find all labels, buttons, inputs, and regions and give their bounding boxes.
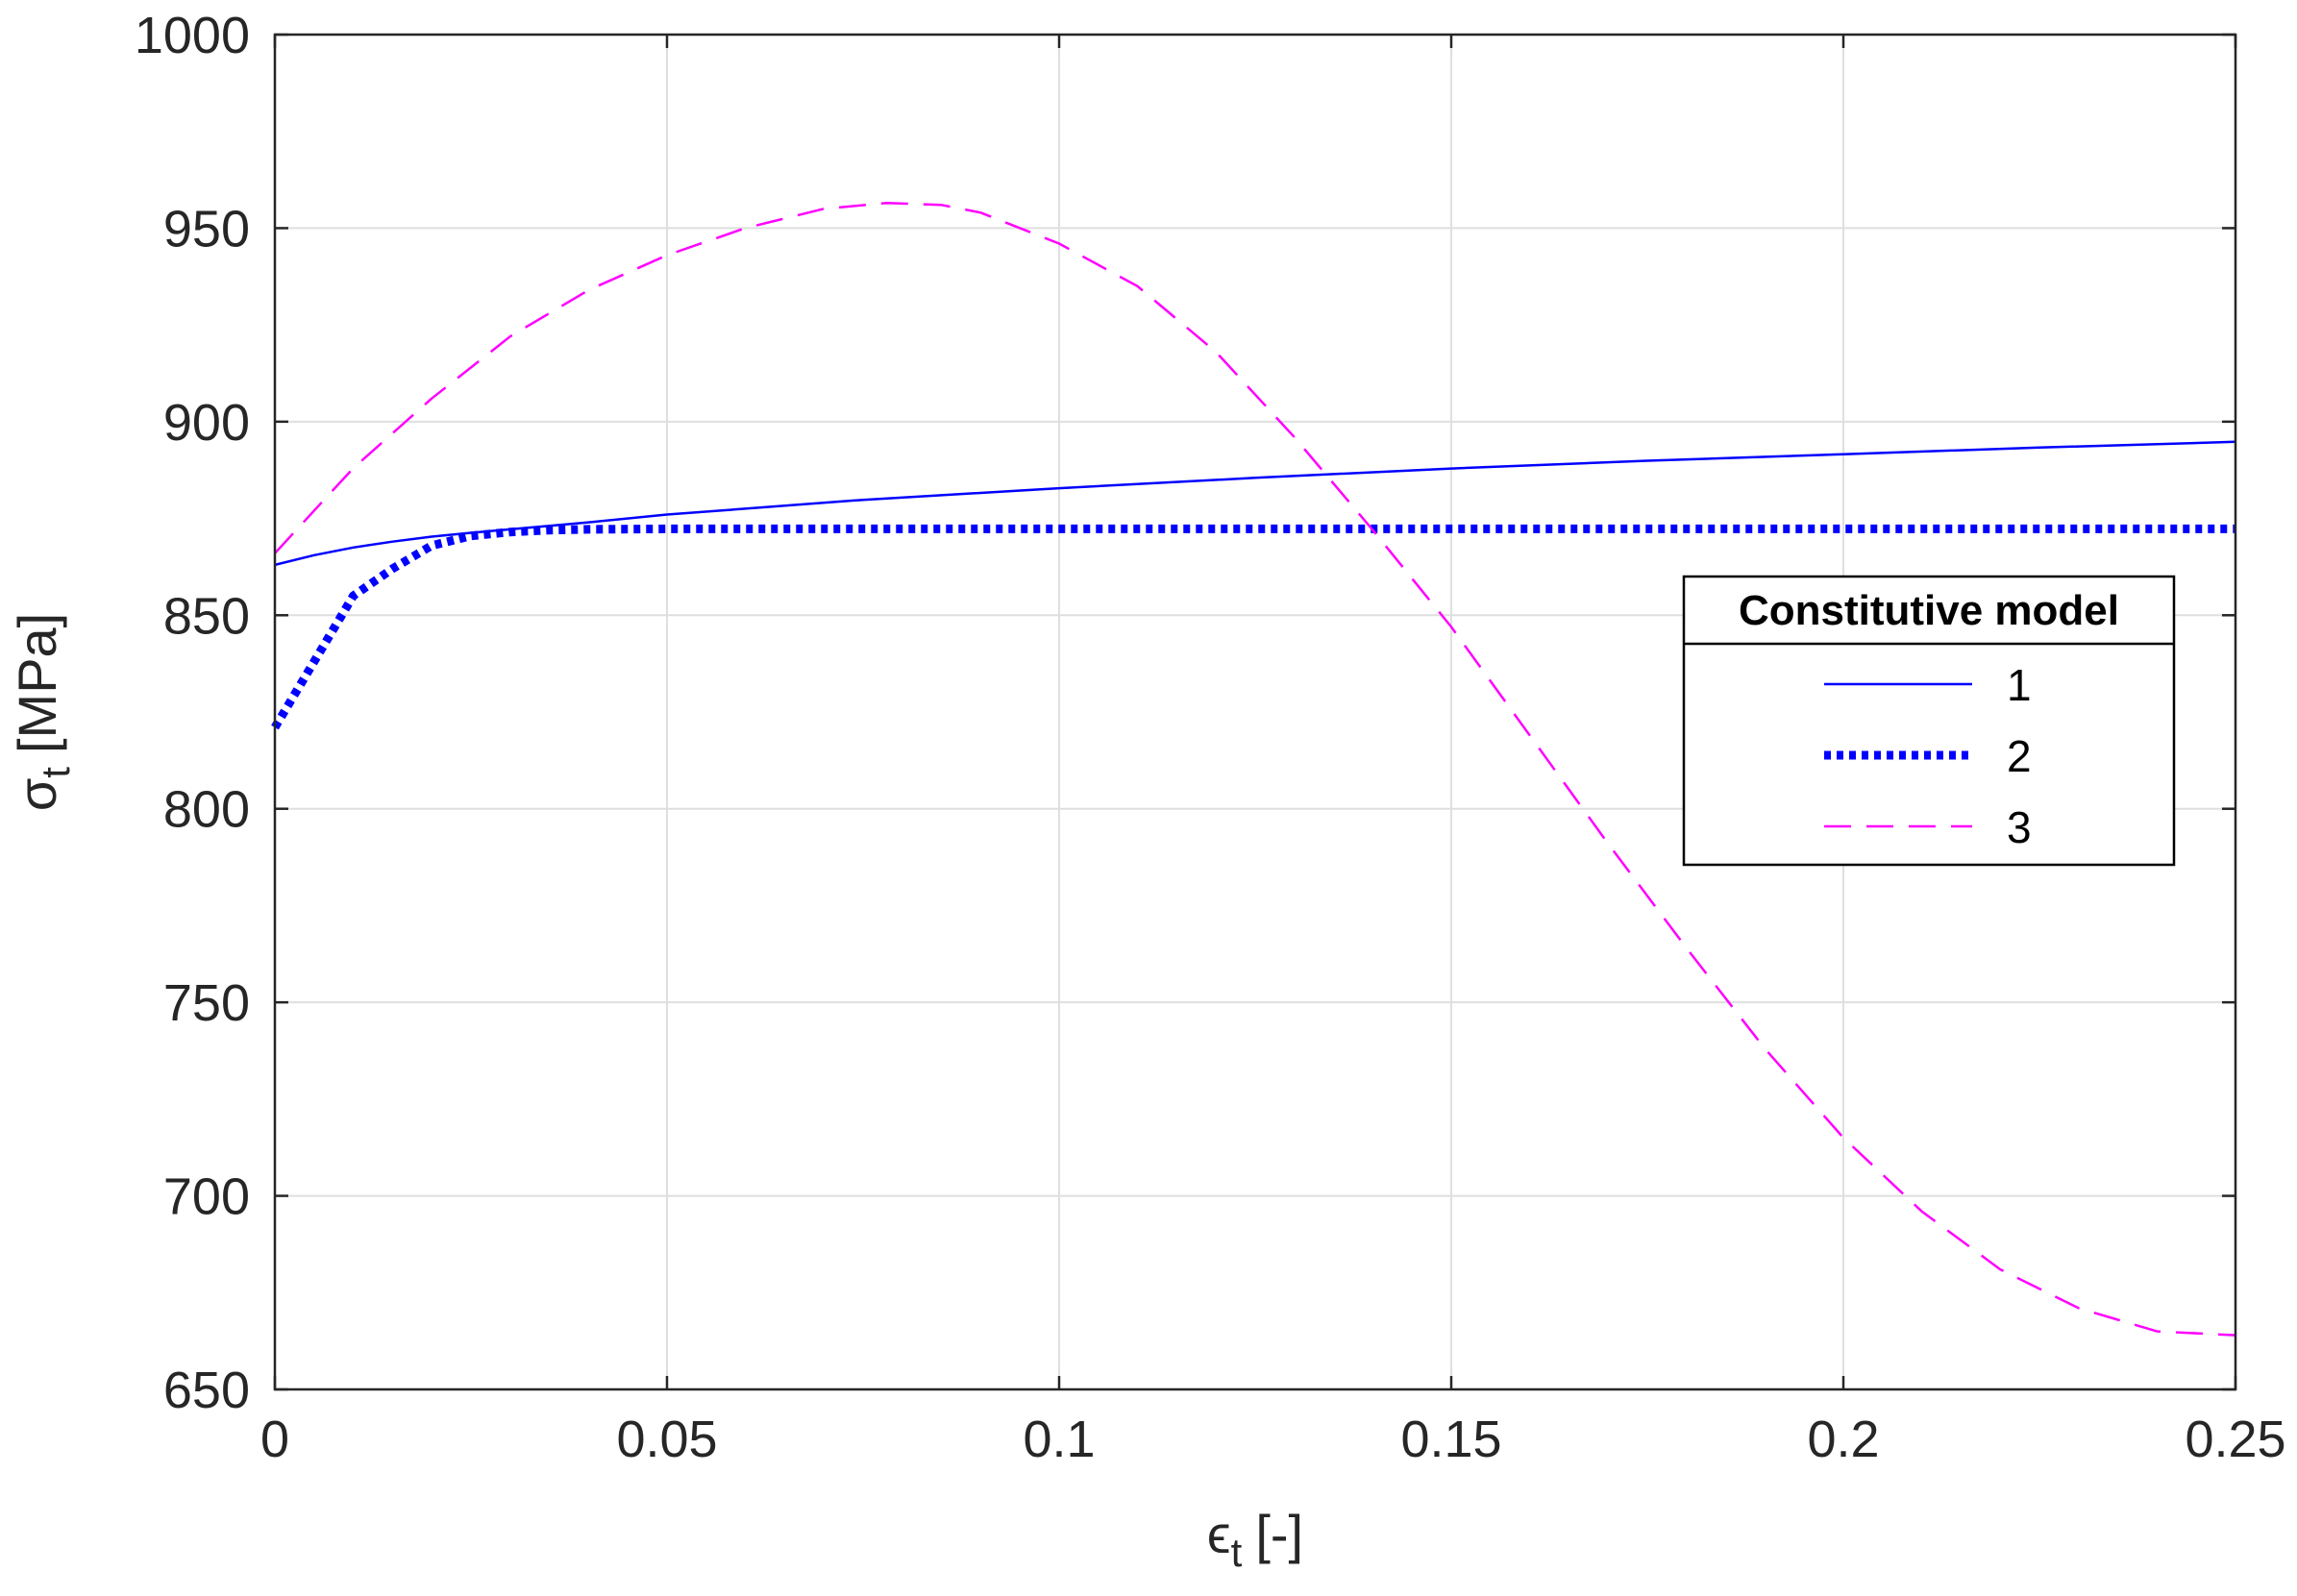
y-tick-label: 750 xyxy=(163,974,250,1032)
legend-label-1: 1 xyxy=(2007,660,2032,710)
y-axis-label: σt [MPa] xyxy=(7,613,78,812)
legend-title: Constitutive model xyxy=(1739,587,2119,634)
series-line-3 xyxy=(274,201,2236,1337)
x-tick-label: 0.05 xyxy=(616,1411,717,1468)
x-axis-unit: [-] xyxy=(1255,1504,1303,1564)
x-axis-subscript: t xyxy=(1231,1530,1243,1575)
series-line-1 xyxy=(274,440,2236,567)
legend-box xyxy=(1682,575,2176,867)
axis-ticks: 0 0.05 0.1 0.15 0.2 0.25 650 700 750 800 850 900 950… xyxy=(135,7,2286,1468)
axes-box xyxy=(273,33,2237,1391)
y-tick-label: 800 xyxy=(163,781,250,839)
y-tick-label: 850 xyxy=(163,587,250,645)
y-tick-label: 1000 xyxy=(135,7,250,64)
x-tick-label: 0.25 xyxy=(2185,1411,2285,1468)
y-tick-label: 900 xyxy=(163,394,250,452)
x-tick-label: 0 xyxy=(260,1411,289,1468)
legend-label-3: 3 xyxy=(2007,802,2032,852)
y-axis-unit: [MPa] xyxy=(7,613,67,753)
x-tick-label: 0.1 xyxy=(1023,1411,1095,1468)
y-tick-label: 950 xyxy=(163,200,250,258)
series-line-2 xyxy=(271,524,2235,730)
legend-label-2: 2 xyxy=(2007,731,2032,781)
y-axis-symbol: σ xyxy=(7,778,67,812)
legend: Constitutive model 1 2 3 xyxy=(1682,575,2176,867)
x-axis-label: ϵt [-] xyxy=(1207,1504,1303,1575)
x-tick-label: 0.2 xyxy=(1807,1411,1879,1468)
y-tick-label: 700 xyxy=(163,1168,250,1226)
x-axis-symbol: ϵ xyxy=(1207,1504,1231,1564)
x-tick-label: 0.15 xyxy=(1400,1411,1501,1468)
series-lines xyxy=(271,201,2236,1337)
legend-entries: 1 2 3 xyxy=(1824,660,2032,852)
y-tick-label: 650 xyxy=(163,1362,250,1419)
y-axis-subscript: t xyxy=(33,767,78,778)
